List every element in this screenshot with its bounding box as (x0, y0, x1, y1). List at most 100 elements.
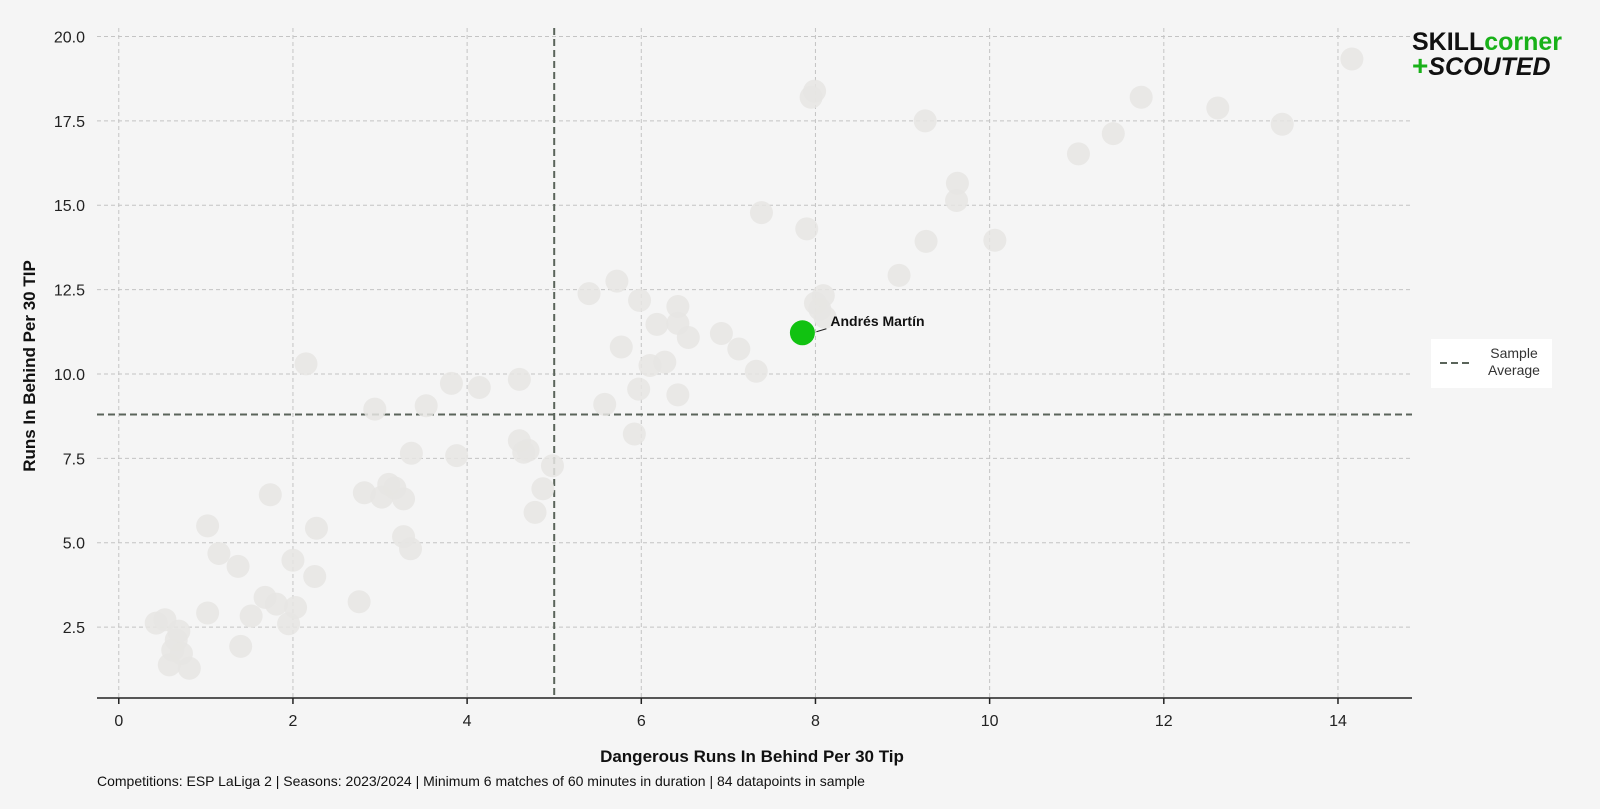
grid-layer (97, 28, 1412, 698)
scatter-point (605, 269, 629, 293)
scatter-point (264, 592, 288, 616)
scatter-point (577, 282, 601, 306)
scatter-point (1206, 96, 1230, 120)
scatter-point (439, 371, 463, 395)
scatter-point (207, 542, 231, 566)
logo-plus: + (1412, 50, 1428, 81)
scatter-point (284, 596, 308, 620)
x-tick-label: 2 (288, 713, 297, 730)
scatter-point (467, 375, 491, 399)
scatter-point (196, 601, 220, 625)
scatter-point (399, 441, 423, 465)
scatter-point (167, 619, 191, 643)
logo-text-row1: SKILLcorner (1412, 28, 1562, 56)
scatter-point (258, 483, 282, 507)
scatter-point (709, 321, 733, 345)
scatter-point (177, 656, 201, 680)
y-tick-label: 20.0 (54, 29, 85, 46)
scatter-point (294, 352, 318, 376)
scatter-point (887, 263, 911, 287)
scatter-point (399, 537, 423, 561)
scatter-point (523, 500, 547, 524)
highlighted-point-label: Andrés Martín (830, 313, 924, 329)
y-tick-label: 2.5 (63, 620, 85, 637)
scatter-point (666, 294, 690, 318)
scatter-point (281, 548, 305, 572)
scatter-point (744, 359, 768, 383)
x-tick-label: 6 (637, 713, 646, 730)
scatter-point (676, 326, 700, 350)
y-tick-label: 5.0 (63, 536, 85, 553)
scatter-point (304, 516, 328, 540)
points-layer (144, 47, 1364, 680)
label-layer: Andrés Martín (789, 313, 925, 346)
scatter-point (507, 367, 531, 391)
chart-caption: Competitions: ESP LaLiga 2 | Seasons: 20… (97, 773, 865, 789)
scatter-point (392, 487, 416, 511)
axis-layer: 0 2 4 6 8 10 12 14 2.5 5.0 7.5 10.0 12.5 15.0 17.5 20.0 (54, 29, 1412, 730)
scatter-point (913, 109, 937, 133)
scatter-point (352, 481, 376, 505)
scatter-point (811, 284, 835, 308)
scatter-point (653, 350, 677, 374)
legend: Sample Average (1431, 339, 1552, 388)
scatter-point (1340, 47, 1364, 71)
scatter-point (1066, 142, 1090, 166)
scatter-point (239, 604, 263, 628)
logo-scouted: SCOUTED (1428, 53, 1550, 81)
scatter-point (593, 392, 617, 416)
scatter-point (727, 337, 751, 361)
y-tick-label: 7.5 (63, 451, 85, 468)
scatter-point (1129, 85, 1153, 109)
scatter-point (531, 477, 555, 501)
scatter-point (196, 514, 220, 538)
logo-text-row2: +SCOUTED (1412, 50, 1551, 81)
average-lines (97, 28, 1412, 698)
y-tick-label: 12.5 (54, 283, 85, 300)
scatter-point (983, 228, 1007, 252)
x-tick-label: 10 (981, 713, 999, 730)
scatter-point (445, 444, 469, 468)
scatter-point (813, 305, 837, 329)
legend-text-line: Sample (1490, 345, 1538, 361)
highlight-leader-line (816, 328, 827, 333)
x-tick-label: 14 (1329, 713, 1347, 730)
scatter-point (226, 554, 250, 578)
scatter-point (803, 79, 827, 103)
scatter-point (1101, 122, 1125, 146)
legend-text-line: Average (1488, 362, 1540, 378)
scatter-point (363, 397, 387, 421)
x-tick-label: 0 (114, 713, 123, 730)
y-axis-title: Runs In Behind Per 30 TIP (20, 260, 39, 472)
scatter-point (1270, 112, 1294, 136)
x-tick-label: 4 (463, 713, 472, 730)
brand-logo: SKILLcorner +SCOUTED (1412, 28, 1562, 81)
logo-skill: SKILL (1412, 28, 1484, 56)
scatter-point (516, 438, 540, 462)
scatter-point (945, 188, 969, 212)
scatter-point (645, 312, 669, 336)
scatter-point (540, 454, 564, 478)
scatter-point (945, 171, 969, 195)
scatter-point (622, 422, 646, 446)
y-tick-label: 10.0 (54, 367, 85, 384)
legend-entry-sample-average: Sample Average (1488, 345, 1540, 378)
x-axis-title: Dangerous Runs In Behind Per 30 Tip (600, 747, 904, 766)
scatter-point (414, 394, 438, 418)
y-tick-label: 15.0 (54, 198, 85, 215)
scatter-point (229, 634, 253, 658)
scatter-point (749, 201, 773, 225)
scatter-point (609, 335, 633, 359)
x-tick-label: 8 (811, 713, 820, 730)
scatter-point (627, 377, 651, 401)
scatter-point (914, 229, 938, 253)
scatter-point (795, 217, 819, 241)
scatter-point (628, 288, 652, 312)
highlighted-point (789, 320, 815, 346)
scatter-point (303, 564, 327, 588)
scatter-point (347, 590, 371, 614)
x-tick-label: 12 (1155, 713, 1173, 730)
scatter-point (666, 383, 690, 407)
